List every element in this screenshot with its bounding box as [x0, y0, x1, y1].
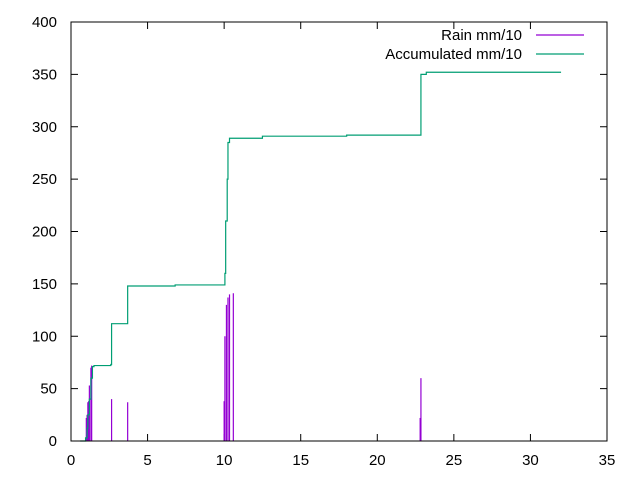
y-tick-label: 350: [32, 66, 57, 83]
x-tick-label: 35: [599, 452, 616, 469]
x-tick-label: 30: [522, 452, 539, 469]
legend-label: Rain mm/10: [441, 27, 522, 44]
y-tick-label: 400: [32, 14, 57, 31]
x-tick-label: 15: [292, 452, 309, 469]
accumulated-line: [80, 71, 562, 442]
y-tick-label: 100: [32, 328, 57, 345]
legend-label: Accumulated mm/10: [385, 46, 522, 63]
y-tick-label: 200: [32, 224, 57, 241]
y-tick-label: 250: [32, 171, 57, 188]
x-tick-label: 0: [67, 452, 75, 469]
plot-frame: [70, 21, 608, 442]
y-tick-label: 0: [49, 433, 57, 450]
y-tick-label: 300: [32, 119, 57, 136]
x-tick-label: 20: [369, 452, 386, 469]
x-tick-label: 5: [143, 452, 151, 469]
series-layer: [80, 71, 562, 442]
y-tick-label: 50: [40, 381, 57, 398]
x-tick-label: 10: [216, 452, 233, 469]
x-tick-label: 25: [446, 452, 463, 469]
y-tick-label: 150: [32, 276, 57, 293]
legend: Rain mm/10 Accumulated mm/10: [385, 27, 584, 63]
